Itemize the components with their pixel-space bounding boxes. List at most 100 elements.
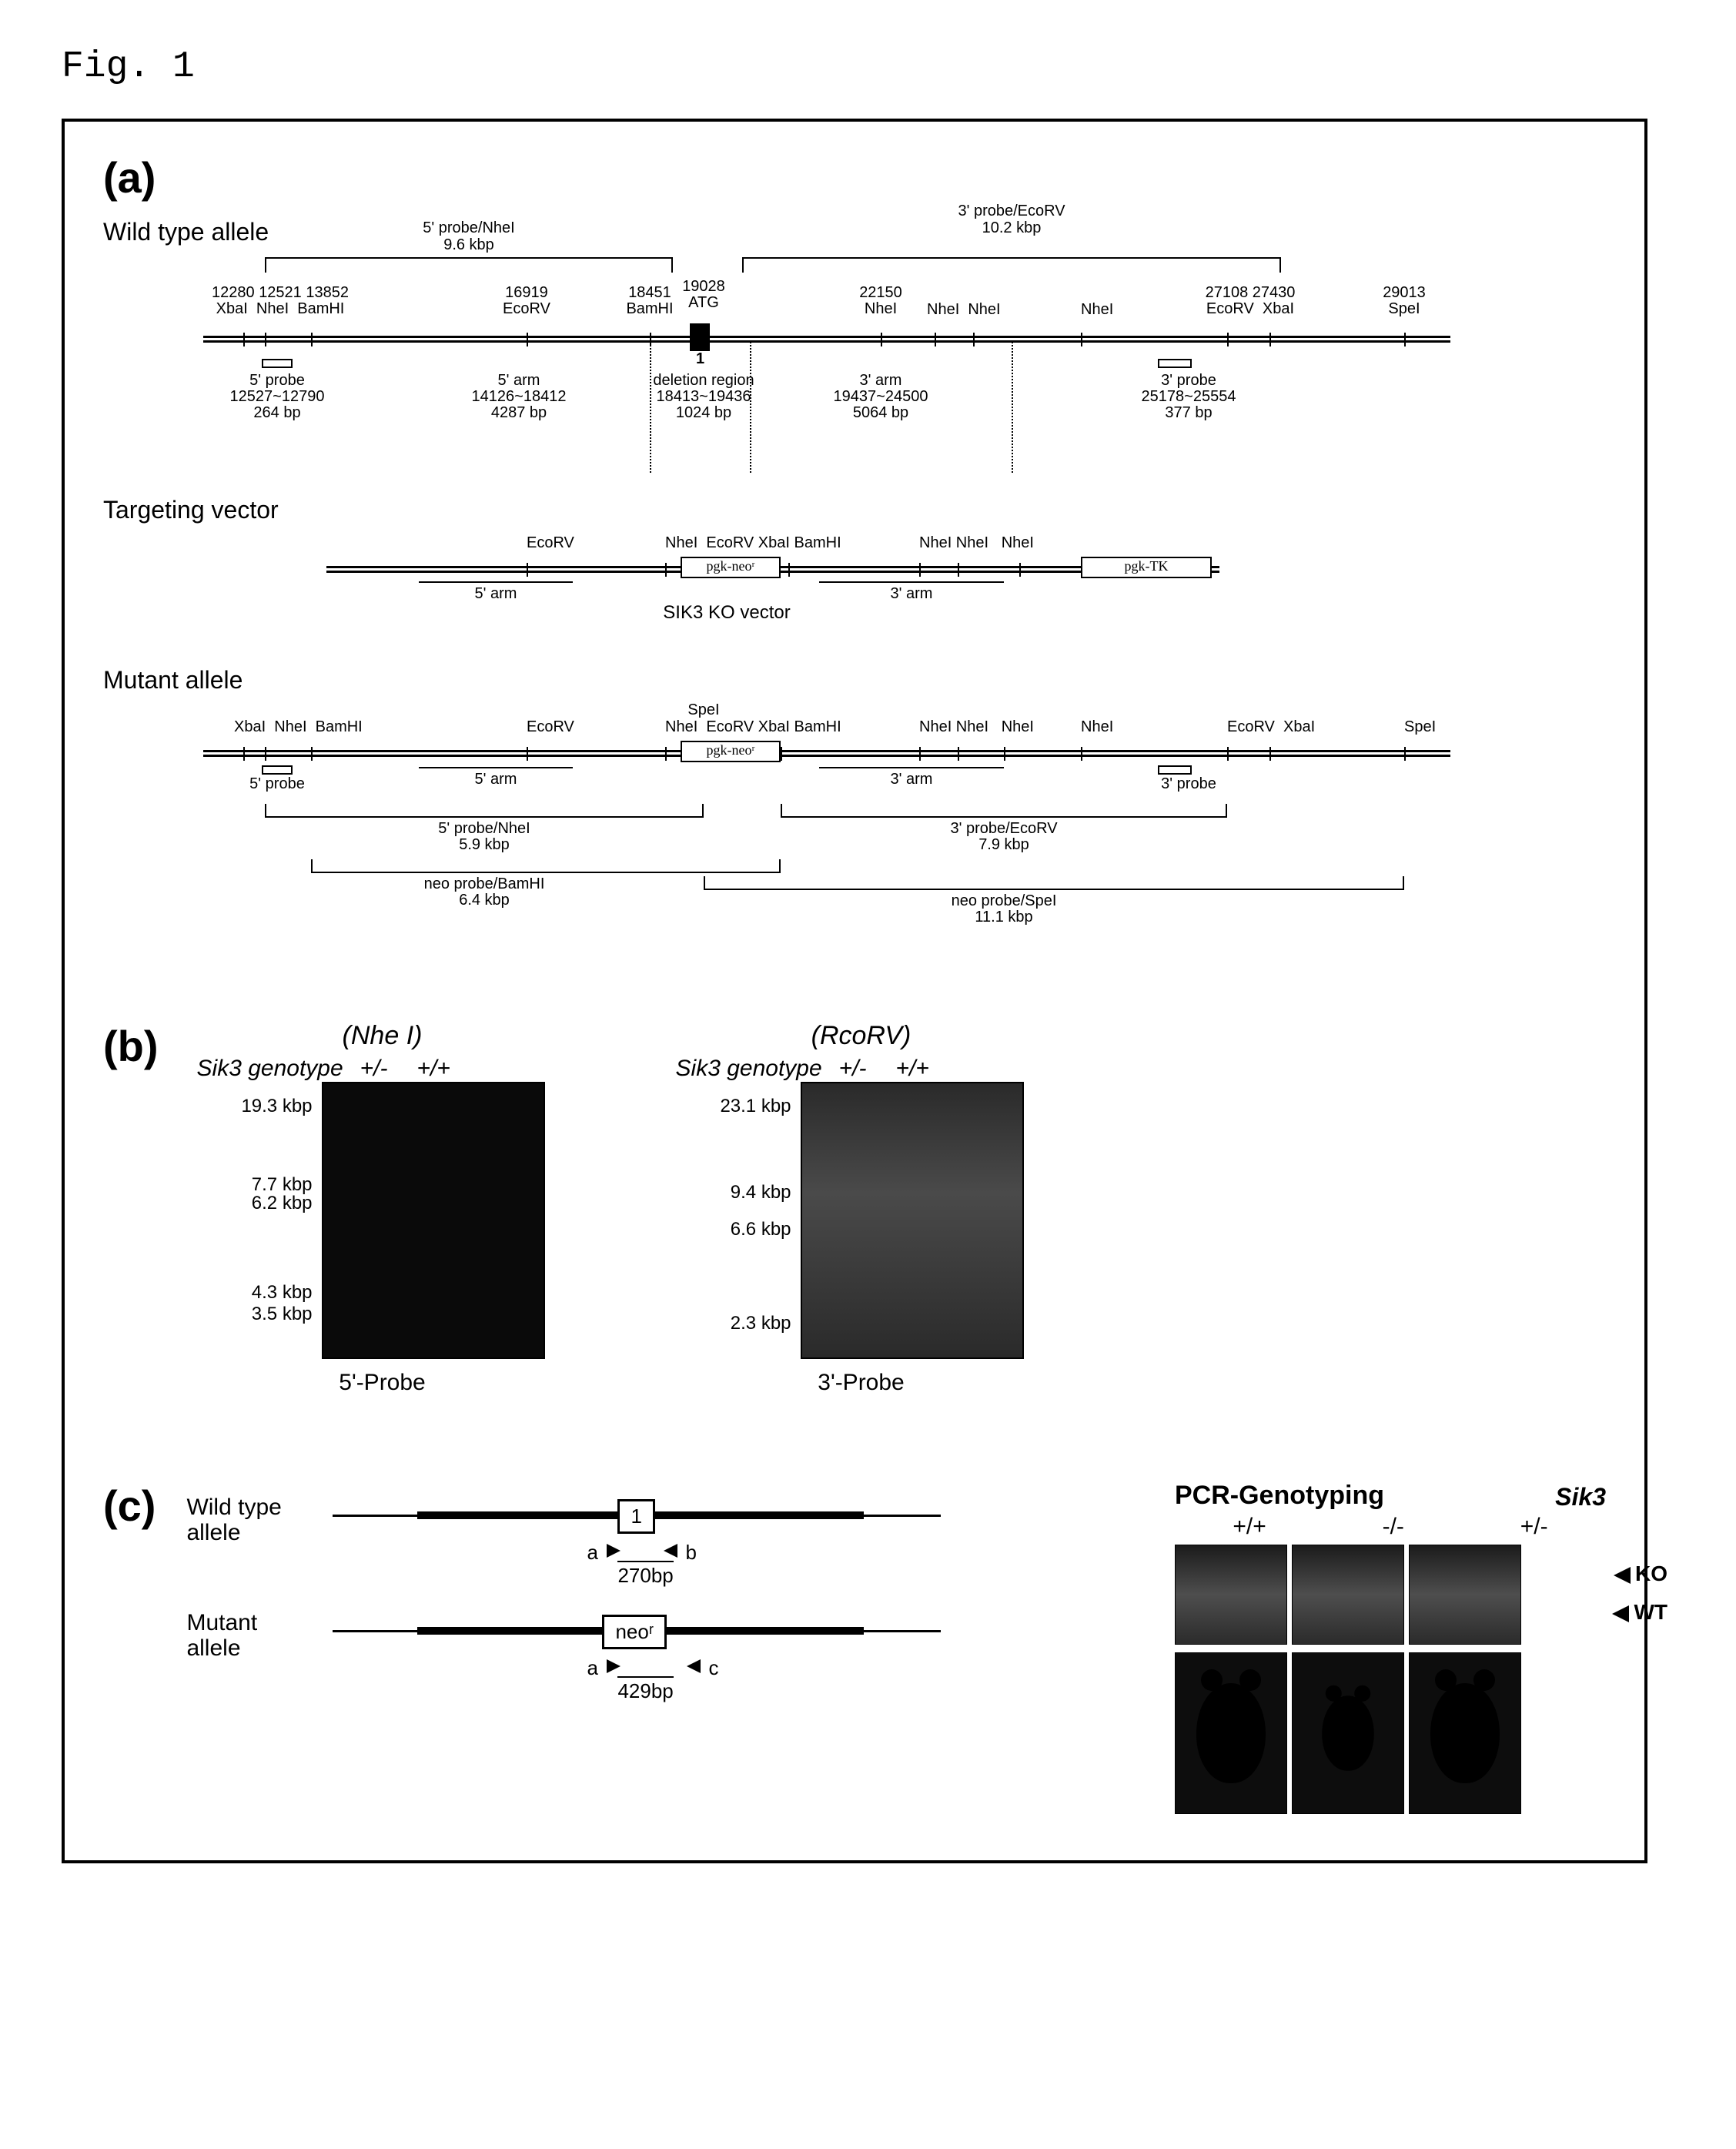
wt-primer-a: a xyxy=(587,1541,597,1565)
panel-b: (Nhe I) Sik3 genotype +/- +/+ 19.3 kbp 7… xyxy=(220,1021,1024,1396)
site-27108: 27108 27430EcoRV XbaI xyxy=(1206,285,1296,317)
ma-b5nhe-lbl: 5' probe/NheI5.9 kbp xyxy=(438,821,530,853)
blot-right-g1: +/+ xyxy=(896,1056,929,1081)
bracket-3probe-ecorv-size: 10.2 kbp xyxy=(982,220,1042,236)
wt-arrow-a xyxy=(607,1544,620,1558)
dotted-1 xyxy=(650,342,651,473)
ma-site-ecorv: EcoRV xyxy=(527,719,574,735)
ma-b3ecorv-lbl: 3' probe/EcoRV7.9 kbp xyxy=(950,821,1057,853)
ma-probe5-box xyxy=(262,765,293,775)
ma-line xyxy=(203,750,1450,757)
bracket-5probe-nhei xyxy=(265,257,673,273)
panel-c: (c) Wild typeallele 1 a b 270bp Mutantal… xyxy=(103,1481,1606,1814)
ma-sites-nhe2: NheI xyxy=(1081,719,1113,735)
blot-right-enzyme: (RcoRV) xyxy=(699,1021,1024,1051)
site-16919: 16919EcoRV xyxy=(503,285,550,317)
blot-left-enzyme: (Nhe I) xyxy=(220,1021,545,1051)
probe5-box xyxy=(262,359,293,368)
ko-band-label: KO xyxy=(1614,1562,1667,1586)
ma-sites-spe: SpeI xyxy=(1404,719,1436,735)
panel-a-letter: (a) xyxy=(103,153,156,202)
ma-probe3-lbl: 3' probe xyxy=(1161,776,1216,792)
blot-left-sizes: 19.3 kbp 7.7 kbp 6.2 kbp 4.3 kbp 3.5 kbp xyxy=(220,1082,313,1359)
probe3-lbl: 3' probe 25178~25554 377 bp xyxy=(1142,373,1236,421)
bracket-3probe-ecorv xyxy=(742,257,1281,273)
wt-primer-b: b xyxy=(685,1541,696,1565)
mut-primer-a: a xyxy=(587,1656,597,1680)
ma-sites-r: EcoRV XbaI xyxy=(1227,719,1315,735)
blot-left-genolabel: Sik3 genotype xyxy=(197,1056,343,1081)
ma-neobam xyxy=(311,859,781,873)
deletion-lbl: deletion region 18413~19436 1024 bp xyxy=(653,373,754,421)
site-22150: 22150NheI xyxy=(859,285,902,317)
tv-site-ecorv: EcoRV xyxy=(527,535,574,551)
blot-3probe: (RcoRV) Sik3 genotype +/- +/+ 23.1 kbp 9… xyxy=(699,1021,1024,1396)
dotted-3 xyxy=(1012,342,1013,473)
ma-arm3: 3' arm xyxy=(819,767,1004,788)
ma-arm5: 5' arm xyxy=(419,767,573,788)
site-nheigroup: NheI NheI xyxy=(927,302,1001,318)
mutant-allele-row: XbaI NheI BamHI EcoRV SpeI NheI EcoRV Xb… xyxy=(111,705,1606,952)
mut-arrow-a xyxy=(607,1659,620,1673)
figure-frame: (a) Wild type allele 5' probe/NheI 9.6 k… xyxy=(62,119,1647,1863)
site-18451: 18451BamHI xyxy=(626,285,673,317)
tv-sites-mid: NheI EcoRV XbaI BamHI xyxy=(665,535,841,551)
targeting-vector-label: Targeting vector xyxy=(103,496,1606,524)
ma-site-spei: SpeI xyxy=(687,702,719,718)
mut-arrow-c xyxy=(687,1659,701,1673)
dotted-2 xyxy=(750,342,751,473)
blot-left-g0: +/- xyxy=(360,1056,388,1081)
pcr-title: PCR-Genotyping xyxy=(1175,1481,1606,1511)
site-29013: 29013SpeI xyxy=(1383,285,1426,317)
ma-sites-l: XbaI NheI BamHI xyxy=(234,719,363,735)
bracket-5probe-nhei-label: 5' probe/NheI xyxy=(423,220,514,236)
arm5-lbl: 5' arm 14126~18412 4287 bp xyxy=(472,373,567,421)
wild-type-row: 5' probe/NheI 9.6 kbp 3' probe/EcoRV 10.… xyxy=(111,257,1606,480)
ma-b3ecorv xyxy=(781,804,1227,818)
panel-c-letter: (c) xyxy=(103,1481,156,1531)
tv-neo-box: pgk-neoʳ xyxy=(681,557,781,578)
tv-tk-box: pgk-TK xyxy=(1081,557,1212,578)
tv-sites-right: NheI NheI NheI xyxy=(919,535,1034,551)
blot-right-caption: 3'-Probe xyxy=(699,1370,1024,1396)
mut-primer-c: c xyxy=(708,1656,718,1680)
blot-5probe: (Nhe I) Sik3 genotype +/- +/+ 19.3 kbp 7… xyxy=(220,1021,545,1396)
ma-neobam-lbl: neo probe/BamHI6.4 kbp xyxy=(424,876,545,909)
arm3-lbl: 3' arm 19437~24500 5064 bp xyxy=(834,373,928,421)
ma-b5nhe xyxy=(265,804,704,818)
mut-size: 429bp xyxy=(617,1676,673,1703)
panel-a: (a) Wild type allele 5' probe/NheI 9.6 k… xyxy=(103,152,1606,952)
figure-label: Fig. 1 xyxy=(62,46,1674,88)
wt-genome-line xyxy=(203,336,1450,343)
pcr-right: PCR-Genotyping Sik3 +/+ -/- +/- KO WT xyxy=(1175,1481,1606,1814)
wild-type-label: Wild type allele xyxy=(103,218,1606,246)
sites-left-cluster: 12280 12521 13852XbaI NheI BamHI xyxy=(212,285,349,317)
pcr-genotypes: +/+ -/- +/- xyxy=(1175,1514,1606,1540)
site-nhei4: NheI xyxy=(1081,302,1113,318)
pcr-gel: KO WT xyxy=(1175,1545,1606,1645)
blot-right-sizes: 23.1 kbp 9.4 kbp 6.6 kbp 2.3 kbp xyxy=(699,1082,791,1359)
pcr-diagram: Wild typeallele 1 a b 270bp Mutantallele… xyxy=(186,1481,1144,1712)
ma-sites-nhe: NheI NheI NheI xyxy=(919,719,1034,735)
ma-sites-mid: NheI EcoRV XbaI BamHI xyxy=(665,719,841,735)
wt-size: 270bp xyxy=(617,1561,673,1588)
bracket-5probe-nhei-size: 9.6 kbp xyxy=(443,237,494,253)
ma-neo-box: pgk-neoʳ xyxy=(681,741,781,762)
mut-allele-row: Mutantallele neoʳ a c 429bp xyxy=(186,1596,1144,1712)
mutant-allele-label: Mutant allele xyxy=(103,666,1606,695)
panel-b-letter: (b) xyxy=(103,1021,159,1071)
gel-lane-2 xyxy=(1292,1545,1404,1645)
wt-arrow-b xyxy=(664,1544,677,1558)
wt-band-label: WT xyxy=(1612,1600,1667,1625)
probe5-lbl: 5' probe 12527~12790 264 bp xyxy=(230,373,325,421)
mouse-2 xyxy=(1292,1652,1404,1814)
wt-allele-label: Wild typeallele xyxy=(186,1495,281,1545)
exon1-label: 1 xyxy=(696,351,704,367)
blot-left-caption: 5'-Probe xyxy=(220,1370,545,1396)
tv-arm3: 3' arm xyxy=(819,581,1004,602)
gel-lane-3 xyxy=(1409,1545,1521,1645)
bracket-3probe-ecorv-label: 3' probe/EcoRV xyxy=(958,203,1065,219)
mouse-1 xyxy=(1175,1652,1287,1814)
mice-photos xyxy=(1175,1652,1606,1814)
mouse-3 xyxy=(1409,1652,1521,1814)
